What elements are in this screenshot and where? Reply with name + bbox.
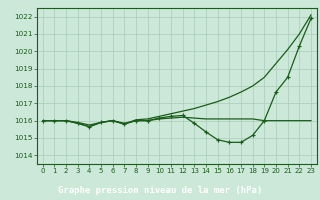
Text: Graphe pression niveau de la mer (hPa): Graphe pression niveau de la mer (hPa) [58, 186, 262, 195]
